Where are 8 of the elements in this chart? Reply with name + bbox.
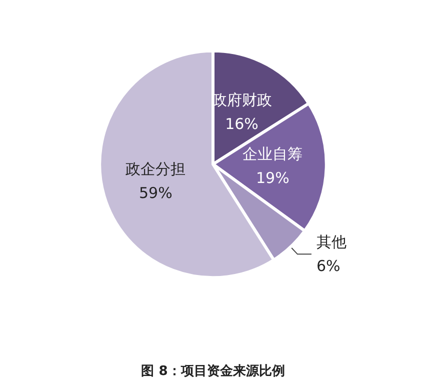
data-label: 6% bbox=[316, 257, 340, 276]
data-label: 19% bbox=[256, 169, 290, 188]
slice-label: 其他 bbox=[316, 233, 346, 252]
slice-label: 政企分担 bbox=[126, 160, 186, 178]
slice-label: 企业自筹 bbox=[242, 145, 303, 164]
data-label: 59% bbox=[139, 184, 172, 202]
data-label: 16% bbox=[225, 114, 258, 133]
text: 图 8：项目资金来源比例 bbox=[141, 364, 285, 379]
